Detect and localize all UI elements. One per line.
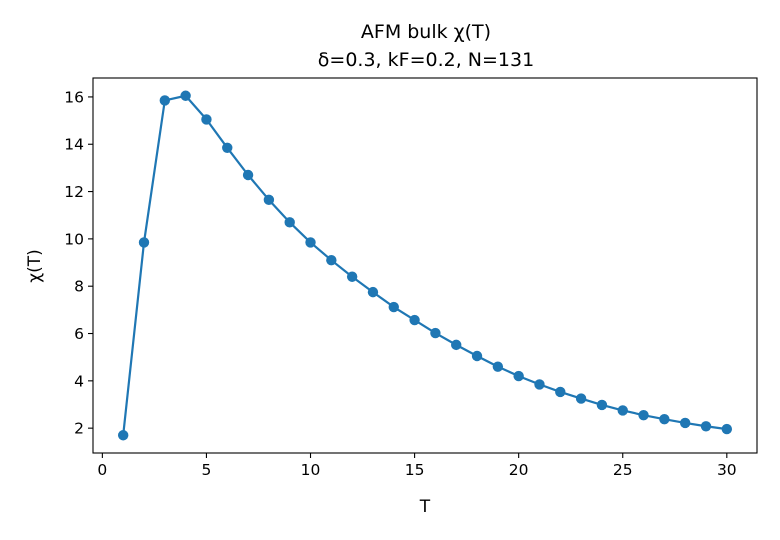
- data-point: [492, 361, 504, 372]
- data-point: [617, 405, 628, 416]
- y-tick-label: 4: [74, 372, 84, 390]
- data-point: [409, 314, 420, 326]
- data-point: [159, 95, 171, 106]
- x-axis-label: T: [419, 497, 431, 517]
- chart-title-line-2: δ=0.3, kF=0.2, N=131: [318, 49, 534, 71]
- y-tick-label: 6: [74, 325, 84, 343]
- data-point: [430, 327, 441, 339]
- data-point: [222, 142, 233, 153]
- data-point: [700, 421, 712, 432]
- data-point: [138, 237, 150, 248]
- y-tick-label: 16: [64, 88, 84, 106]
- y-tick-label: 8: [74, 278, 84, 296]
- series-line: [122, 94, 727, 436]
- data-point: [263, 194, 275, 206]
- x-tick-label: 0: [97, 461, 107, 479]
- data-point: [388, 301, 399, 313]
- data-point: [201, 114, 212, 125]
- x-tick-label: 20: [509, 461, 529, 479]
- data-point: [534, 379, 545, 390]
- plot-area: [117, 90, 733, 441]
- data-point: [326, 254, 337, 266]
- x-tick-label: 5: [202, 461, 212, 479]
- data-point: [471, 350, 483, 362]
- y-tick-label: 2: [74, 420, 84, 438]
- x-tick-label: 30: [717, 461, 737, 479]
- y-tick-label: 14: [64, 136, 84, 154]
- data-point: [555, 386, 566, 398]
- data-point: [346, 271, 358, 282]
- y-tick-label: 10: [64, 230, 84, 248]
- x-axis: 0 5 10 15 20 25 30: [97, 453, 737, 479]
- x-tick-label: 15: [405, 461, 425, 479]
- data-point: [721, 423, 733, 435]
- data-point: [679, 417, 691, 429]
- x-tick-label: 10: [301, 461, 321, 479]
- data-point: [451, 339, 462, 351]
- data-point: [180, 90, 191, 101]
- y-tick-label: 12: [64, 183, 84, 201]
- data-point: [575, 393, 587, 404]
- y-axis-label: χ(T): [25, 249, 45, 282]
- plot-frame: [92, 77, 758, 454]
- y-axis: 2 4 6 8 10 12 14 16: [64, 88, 93, 438]
- data-point: [242, 169, 254, 181]
- data-point: [659, 413, 670, 425]
- data-point: [284, 217, 295, 228]
- data-point: [638, 409, 649, 421]
- chart-title-line-1: AFM bulk χ(T): [361, 21, 491, 43]
- x-tick-label: 25: [613, 461, 633, 479]
- data-point: [513, 370, 524, 382]
- data-point: [367, 286, 379, 298]
- data-point: [305, 237, 316, 248]
- data-point: [117, 430, 129, 441]
- data-point: [596, 399, 608, 411]
